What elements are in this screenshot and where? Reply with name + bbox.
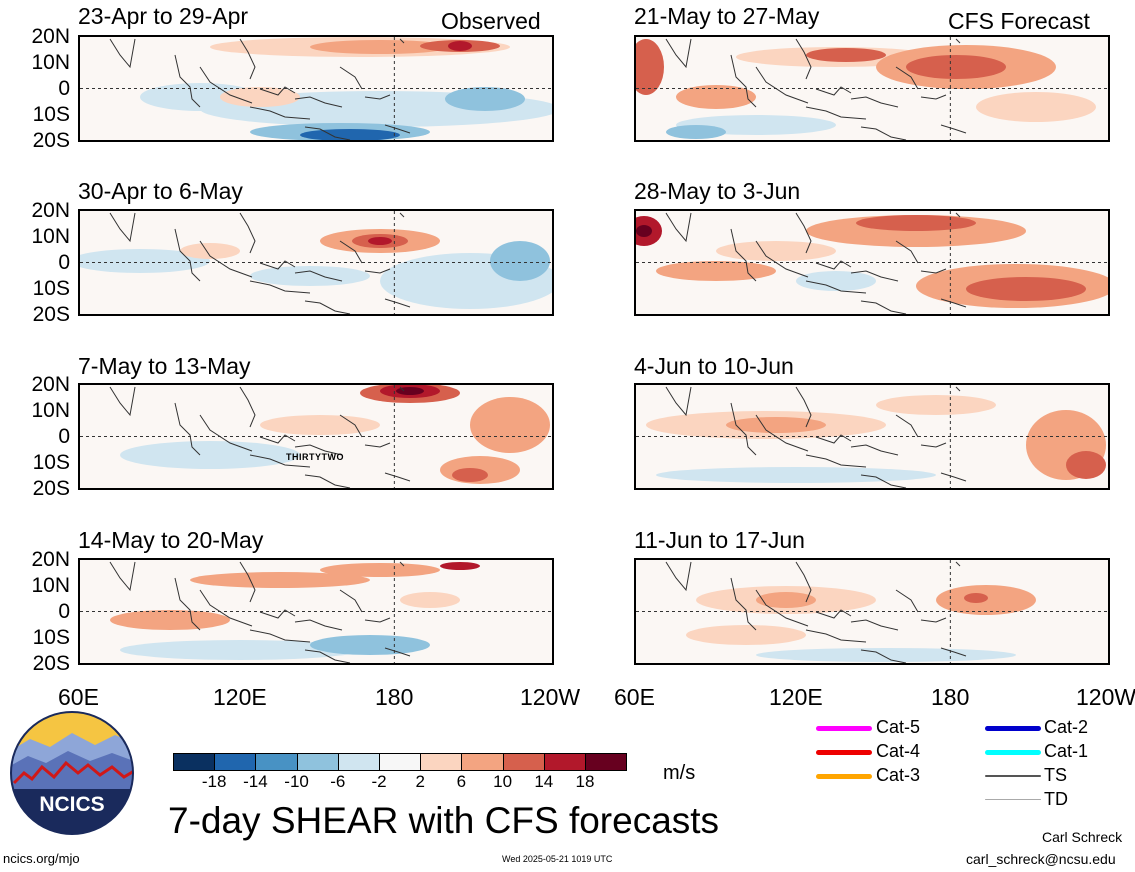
colorbar-tick-label: 10	[493, 772, 513, 791]
forecast-panel-4-title: 11-Jun to 17-Jun	[634, 527, 805, 553]
colorbar-tick-label: -14	[243, 772, 268, 791]
observed-map-2	[78, 209, 554, 316]
lat-label-row4-10n: 10N	[31, 574, 70, 597]
storm-label: THIRTYTWO	[286, 452, 344, 462]
colorbar-cell	[337, 753, 380, 771]
lon-label-left-60e: 60E	[58, 684, 99, 710]
lat-label-row1-10n: 10N	[31, 51, 70, 74]
forecast-panel-3-title: 4-Jun to 10-Jun	[634, 353, 794, 379]
colorbar-tick-label: 18	[575, 772, 595, 791]
lat-label-row2-20s: 20S	[32, 303, 70, 326]
footer-date: Wed 2025-05-21 1019 UTC	[502, 854, 613, 864]
legend-cat4: Cat-4	[876, 741, 921, 761]
legend-cat2: Cat-2	[1044, 717, 1089, 737]
legend-cat5: Cat-5	[876, 717, 921, 737]
colorbar-cell	[502, 753, 545, 771]
lat-label-row3-20n: 20N	[31, 373, 70, 396]
footer-url: ncics.org/mjo	[3, 851, 80, 866]
ncics-logo: NCICS	[10, 711, 134, 840]
legend-line-cat5	[816, 726, 872, 731]
observed-map-3	[78, 383, 554, 490]
lat-label-row3-10s: 10S	[32, 451, 70, 474]
legend-cat1: Cat-1	[1044, 741, 1089, 761]
observed-map-1	[78, 35, 554, 142]
legend-line-cat2	[985, 726, 1041, 731]
lon-label-left-120e: 120E	[213, 684, 267, 710]
lat-label-row2-0: 0	[58, 251, 70, 274]
forecast-map-2	[634, 209, 1110, 316]
lat-label-row1-20n: 20N	[31, 25, 70, 48]
colorbar-tick-label: 6	[456, 772, 467, 791]
forecast-panel-2-title: 28-May to 3-Jun	[634, 178, 801, 204]
lat-label-row2-20n: 20N	[31, 199, 70, 222]
lon-label-left-120w: 120W	[520, 684, 581, 710]
footer-email: carl_schreck@ncsu.edu	[966, 851, 1116, 867]
colorbar-cell	[461, 753, 504, 771]
forecast-header: CFS Forecast	[948, 8, 1090, 34]
colorbar-cell	[585, 753, 628, 771]
colorbar-units: m/s	[663, 762, 696, 784]
colorbar-tick-label: -6	[330, 772, 346, 791]
forecast-map-4	[634, 558, 1110, 665]
colorbar-tick-label: -2	[371, 772, 387, 791]
lat-label-row3-20s: 20S	[32, 477, 70, 500]
lon-label-right-120w: 120W	[1076, 684, 1135, 710]
legend-line-cat1	[985, 750, 1041, 755]
lat-label-row1-10s: 10S	[32, 103, 70, 126]
lon-label-right-180: 180	[931, 684, 970, 710]
observed-panel-4-title: 14-May to 20-May	[78, 527, 264, 553]
lat-label-row1-20s: 20S	[32, 129, 70, 152]
colorbar-tick-label: 2	[415, 772, 425, 791]
colorbar-tick-label: -10	[284, 772, 309, 791]
forecast-map-1	[634, 35, 1110, 142]
colorbar-cell	[420, 753, 463, 771]
lat-label-row4-20n: 20N	[31, 548, 70, 571]
lon-label-left-180: 180	[375, 684, 414, 710]
legend-line-cat4	[816, 750, 872, 755]
colorbar-cell	[255, 753, 298, 771]
lat-label-row2-10s: 10S	[32, 277, 70, 300]
lat-label-row4-0: 0	[58, 600, 70, 623]
logo-text: NCICS	[39, 793, 104, 816]
legend-td: TD	[1044, 789, 1068, 809]
legend-cat3: Cat-3	[876, 765, 921, 785]
forecast-panel-1-title: 21-May to 27-May	[634, 3, 820, 29]
observed-panel-1-title: 23-Apr to 29-Apr	[78, 3, 249, 29]
lat-label-row3-10n: 10N	[31, 399, 70, 422]
main-title: 7-day SHEAR with CFS forecasts	[168, 800, 720, 841]
forecast-map-3	[634, 383, 1110, 490]
observed-panel-2-title: 30-Apr to 6-May	[78, 178, 243, 204]
legend-line-cat3	[816, 774, 872, 779]
lon-label-right-60e: 60E	[614, 684, 655, 710]
observed-map-4	[78, 558, 554, 665]
colorbar-cell	[543, 753, 586, 771]
lat-label-row4-20s: 20S	[32, 652, 70, 675]
observed-panel-3-title: 7-May to 13-May	[78, 353, 251, 379]
colorbar-cell	[214, 753, 257, 771]
colorbar-cell	[296, 753, 339, 771]
footer-author: Carl Schreck	[1042, 829, 1123, 845]
lon-label-right-120e: 120E	[769, 684, 823, 710]
colorbar-cell	[379, 753, 422, 771]
colorbar-cell	[173, 753, 216, 771]
lat-label-row1-0: 0	[58, 77, 70, 100]
lat-label-row3-0: 0	[58, 425, 70, 448]
lat-label-row4-10s: 10S	[32, 626, 70, 649]
observed-header: Observed	[441, 8, 541, 34]
lat-label-row2-10n: 10N	[31, 225, 70, 248]
colorbar-tick-label: -18	[201, 772, 227, 791]
legend-line-ts	[985, 775, 1041, 777]
legend-line-td	[985, 799, 1041, 800]
legend-ts: TS	[1044, 765, 1068, 785]
colorbar-tick-label: 14	[534, 772, 554, 791]
